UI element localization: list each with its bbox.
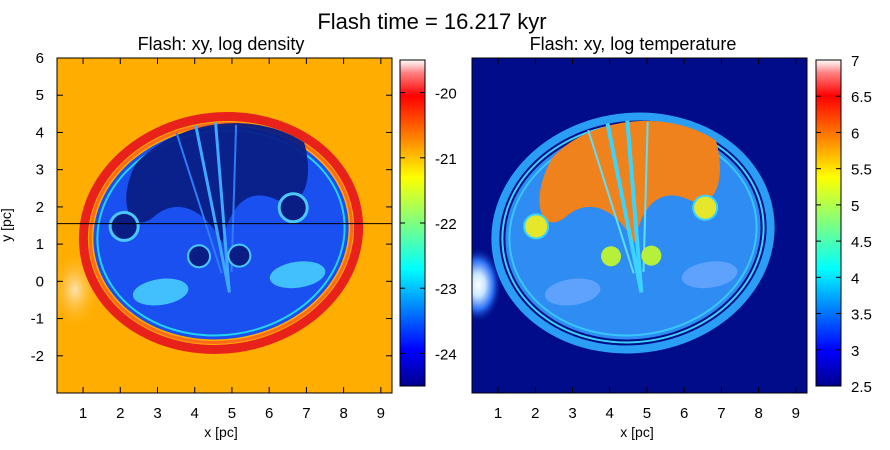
density-x-tick-label: 7 [302,405,310,422]
temperature-x-label: x [pc] [620,424,653,440]
density-y-tick-label: 4 [36,124,44,141]
density-y-tick-label: 5 [36,87,44,104]
density-x-tick-label: 1 [79,405,87,422]
density-y-tick-label: -1 [31,311,44,328]
temperature-x-tick-label: 8 [754,405,762,422]
density-y-tick-label: 1 [36,236,44,253]
figure-title: Flash time = 16.217 kyr [317,9,546,34]
density-inner-right-vortex [227,243,252,268]
density-inner-left-vortex [187,244,212,269]
density-left-clump [132,278,189,306]
temperature-x-tick-label: 4 [606,405,614,422]
temperature-side-filaments [587,121,649,274]
density-cb-tick-label: -21 [435,151,457,168]
temperature-x-tick-label: 2 [531,405,539,422]
temperature-left-vortex [523,213,550,240]
temperature-x-tick-label: 9 [792,405,800,422]
temperature-cb-tick-label: 4.5 [851,234,872,251]
density-y-tick-label: 2 [36,199,44,216]
density-cb-tick-label: -22 [435,216,457,233]
density-y-tick-label: 3 [36,162,44,179]
temperature-cb-tick-label: 3 [851,343,859,360]
temperature-cb-tick-label: 2.5 [851,379,872,396]
density-y-tick-label: 0 [36,273,44,290]
density-low-cavity [126,123,309,243]
temperature-cb-tick-label: 3.5 [851,307,872,324]
density-title: Flash: xy, log density [138,34,305,54]
density-right-clump [269,261,326,289]
density-y-tick-label: -2 [31,348,44,365]
temperature-right-vortex [692,194,719,221]
density-x-tick-label: 5 [228,405,236,422]
density-map [57,58,392,393]
temperature-title: Flash: xy, log temperature [530,34,737,54]
density-x-tick-label: 2 [116,405,124,422]
density-y-label: y [pc] [0,208,14,241]
temperature-side-blob [472,247,502,323]
density-cb-tick-label: -23 [435,281,457,298]
temperature-left-clump [544,278,601,306]
temperature-x-tick-label: 5 [643,405,651,422]
temperature-map [472,58,807,393]
density-x-label: x [pc] [204,424,237,440]
temperature-cb-tick-label: 7 [851,53,859,70]
temperature-inner-left-vortex [601,246,622,267]
temperature-x-tick-label: 6 [680,405,688,422]
temperature-inner-right-vortex [641,245,662,266]
temperature-colorbar [816,60,841,386]
temperature-hot-cavity [539,120,720,243]
density-panel: Flash: xy, log density 1 2 3 4 5 6 7 8 [0,34,457,440]
density-x-tick-label: 9 [377,405,385,422]
temperature-right-clump [681,261,738,289]
density-y-ticks: 6 5 4 3 2 1 0 -1 -2 [31,50,392,365]
temperature-cb-tick-label: 4 [851,270,859,287]
temperature-central-filament [605,120,644,293]
temperature-panel: Flash: xy, log temperature 1 2 3 4 5 6 7 8 9 [471,34,872,440]
density-x-tick-label: 6 [265,405,273,422]
density-y-tick-label: 6 [36,50,44,67]
temperature-cb-tick-label: 6.5 [851,89,872,106]
density-x-tick-label: 4 [191,405,199,422]
temperature-frame [471,57,808,394]
temperature-x-tick-label: 1 [494,405,502,422]
density-central-filament [194,122,231,293]
temperature-x-ticks: 1 2 3 4 5 6 7 8 9 [494,58,800,422]
density-shell-inner-edge [88,122,354,344]
density-right-vortex [277,192,309,224]
density-cb-tick-label: -24 [435,346,457,363]
density-x-ticks: 1 2 3 4 5 6 7 8 9 [79,58,385,422]
temperature-x-tick-label: 7 [717,405,725,422]
temperature-colorbar-frame [815,59,842,387]
density-cb-tick-label: -20 [435,86,457,103]
temperature-x-tick-label: 3 [568,405,576,422]
density-frame [56,57,393,394]
temperature-cb-tick-label: 5.5 [851,162,872,179]
temperature-cb-tick-label: 6 [851,125,859,142]
density-x-tick-label: 3 [153,405,161,422]
density-left-vortex [108,210,140,242]
density-x-tick-label: 8 [339,405,347,422]
density-colorbar-ticks: -20 -21 -22 -23 -24 [400,86,457,363]
temperature-cb-tick-label: 5 [851,198,859,215]
temperature-colorbar-ticks: 7 6.5 6 5.5 5 4.5 4 3.5 3 2.5 [816,53,872,396]
